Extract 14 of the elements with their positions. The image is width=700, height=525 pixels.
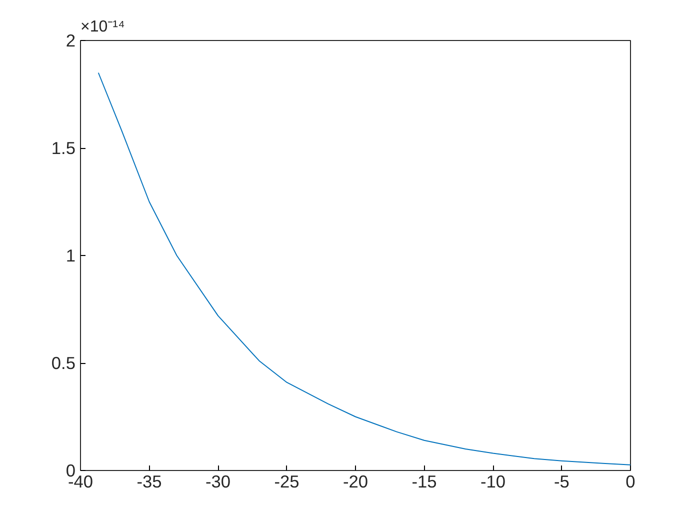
- x-tick-label: -25: [274, 472, 300, 492]
- x-tick-label: -10: [480, 472, 506, 492]
- x-tick-label: -5: [554, 472, 570, 492]
- x-tick-label: -15: [412, 472, 437, 492]
- line-series: [98, 72, 630, 466]
- y-tick-label: 1.5: [51, 138, 76, 158]
- y-tick-label: 0.5: [51, 353, 76, 373]
- y-tick-label: 1: [66, 246, 76, 266]
- x-tick-label: -30: [205, 472, 231, 492]
- x-tick-label: -35: [136, 472, 162, 492]
- text: ×10⁻¹⁴: [80, 18, 125, 36]
- x-tick-label: -20: [342, 472, 368, 492]
- x-tick-label: 0: [626, 472, 636, 492]
- y-tick-label: 2: [66, 30, 76, 50]
